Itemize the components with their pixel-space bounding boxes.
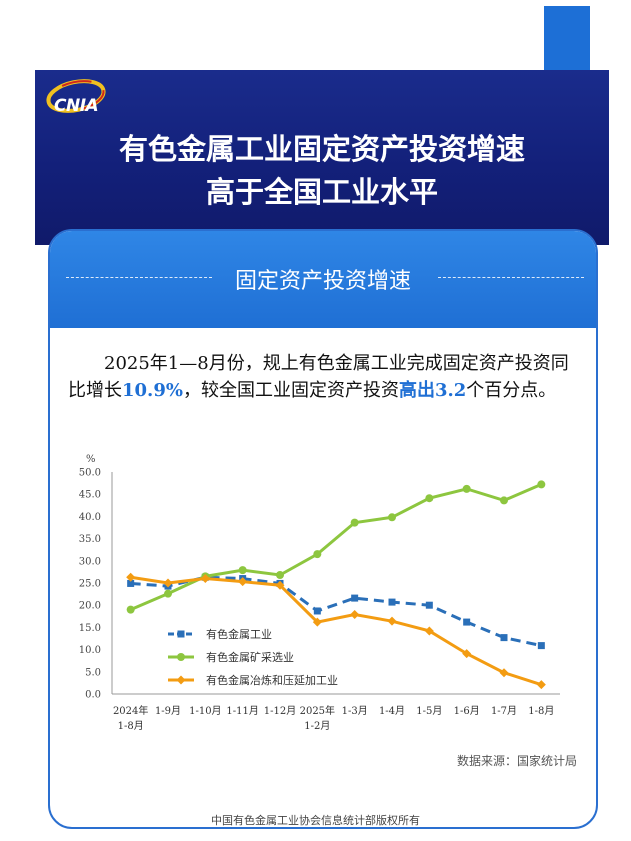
summary-paragraph: 2025年1—8月份，规上有色金属工业完成固定资产投资同比增长10.9%，较全国…	[68, 350, 578, 404]
divider-right	[438, 277, 584, 278]
page-title-line2: 高于全国工业水平	[205, 175, 438, 209]
data-source: 数据来源：国家统计局	[456, 754, 577, 768]
content-card: 固定资产投资增速	[48, 229, 598, 829]
section-header: 固定资产投资增速	[50, 231, 596, 328]
cnia-logo	[46, 79, 106, 113]
summary-text-1: 2025年1—8月份，规上有色金属工业完成固定资产投资同比增长	[68, 353, 569, 401]
page-title-line1: 有色金属工业固定资产投资增速	[118, 132, 525, 166]
header-banner	[35, 70, 609, 245]
difference-value: 高出3.2	[398, 380, 467, 401]
divider-left	[66, 277, 212, 278]
section-title: 固定资产投资增速	[234, 269, 411, 294]
summary-text-3: 个百分点。	[466, 380, 557, 401]
copyright-footer: 中国有色金属工业协会信息统计部版权所有	[211, 814, 420, 827]
growth-value: 10.9%	[122, 380, 183, 401]
summary-text-2: ，较全国工业固定资产投资	[182, 380, 399, 401]
logo-text: CNIA	[54, 96, 99, 116]
